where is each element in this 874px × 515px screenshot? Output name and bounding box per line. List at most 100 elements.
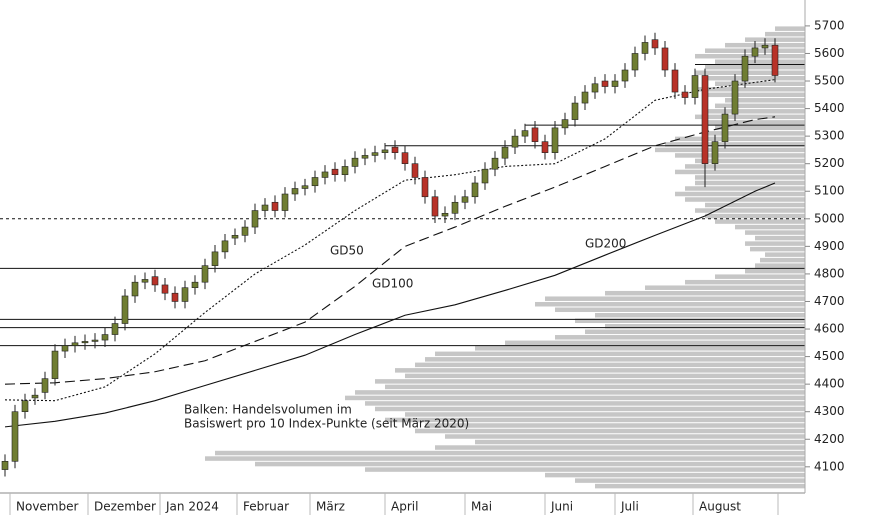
candle-body bbox=[71, 342, 79, 346]
candle-body bbox=[741, 55, 749, 82]
candle-body bbox=[451, 201, 459, 214]
volume-bar bbox=[595, 312, 805, 318]
volume-bar bbox=[375, 406, 805, 412]
volume-bar bbox=[695, 208, 805, 213]
x-tick-label: April bbox=[391, 500, 418, 514]
volume-bar bbox=[755, 263, 805, 268]
volume-bar bbox=[205, 456, 805, 461]
volume-bar bbox=[775, 26, 805, 31]
candle-body bbox=[691, 75, 699, 98]
volume-bar bbox=[725, 98, 805, 103]
candle-body bbox=[631, 53, 639, 71]
candle-body bbox=[91, 339, 99, 342]
volume-bar bbox=[405, 373, 805, 379]
volume-bar bbox=[545, 296, 805, 301]
y-tick-label: 5100 bbox=[814, 184, 845, 198]
candle-body bbox=[21, 400, 29, 413]
candle-body bbox=[61, 345, 69, 352]
volume-bar bbox=[385, 417, 805, 423]
volume-bar bbox=[605, 324, 805, 329]
volume-bar bbox=[685, 197, 805, 202]
x-tick-label: August bbox=[699, 500, 741, 514]
volume-bar bbox=[585, 329, 805, 335]
volume-bar bbox=[695, 70, 805, 76]
candle-body bbox=[411, 163, 419, 178]
candle-body bbox=[321, 171, 329, 178]
candle-body bbox=[721, 113, 729, 142]
candle-body bbox=[151, 276, 159, 286]
candle-body bbox=[561, 119, 569, 129]
candle-body bbox=[141, 279, 149, 283]
volume-bar bbox=[575, 478, 805, 483]
candle-body bbox=[461, 196, 469, 203]
moving-average bbox=[4, 79, 776, 402]
candle-body bbox=[341, 166, 349, 176]
y-tick-label: 5300 bbox=[814, 129, 845, 143]
x-tick-label: Juli bbox=[620, 500, 639, 514]
x-tick-label: März bbox=[316, 500, 345, 514]
volume-bar bbox=[575, 318, 805, 324]
volume-bar bbox=[715, 219, 805, 224]
x-tick-label: Juni bbox=[550, 500, 573, 514]
volume-bar bbox=[345, 395, 805, 401]
candle-body bbox=[551, 127, 559, 153]
volume-bar bbox=[675, 169, 805, 175]
candle-body bbox=[161, 284, 169, 294]
candle-body bbox=[291, 188, 299, 195]
moving-average bbox=[4, 182, 776, 428]
volume-bar bbox=[760, 257, 805, 263]
volume-bar bbox=[765, 252, 805, 257]
candle-body bbox=[571, 102, 579, 120]
annotation: Balken: Handelsvolumen im bbox=[184, 403, 352, 417]
candle-body bbox=[751, 47, 759, 57]
candle-body bbox=[351, 157, 359, 167]
candle-body bbox=[391, 146, 399, 153]
x-tick-label: Februar bbox=[243, 500, 289, 514]
candle-body bbox=[591, 83, 599, 93]
candle-body bbox=[471, 182, 479, 198]
volume-bar bbox=[695, 87, 805, 92]
candle-body bbox=[301, 185, 309, 189]
volume-bar bbox=[755, 235, 805, 241]
volume-bar bbox=[715, 81, 805, 87]
candle-body bbox=[231, 235, 239, 239]
volume-bar bbox=[555, 335, 805, 340]
candle-body bbox=[501, 146, 509, 159]
candle-body bbox=[1, 461, 9, 470]
ma-label: GD200 bbox=[585, 237, 626, 251]
candle-body bbox=[421, 177, 429, 198]
volume-bar bbox=[695, 53, 805, 59]
candle-body bbox=[661, 47, 669, 71]
volume-bar bbox=[375, 379, 805, 384]
candle-body bbox=[31, 394, 39, 399]
candle-body bbox=[371, 152, 379, 156]
volume-bar bbox=[555, 307, 805, 312]
volume-bar bbox=[535, 301, 805, 307]
volume-bar bbox=[605, 290, 805, 296]
volume-bar bbox=[475, 346, 805, 351]
candle-body bbox=[531, 127, 539, 142]
volume-bar bbox=[695, 158, 805, 164]
y-tick-label: 4900 bbox=[814, 239, 845, 253]
volume-bar bbox=[415, 362, 805, 368]
candle-body bbox=[181, 287, 189, 302]
candle-body bbox=[311, 177, 319, 187]
candle-body bbox=[281, 193, 289, 211]
candle-body bbox=[681, 91, 689, 98]
ma-label: GD100 bbox=[372, 277, 413, 291]
volume-bar bbox=[355, 390, 805, 395]
candle-body bbox=[581, 91, 589, 104]
candle-body bbox=[251, 210, 259, 228]
candle-body bbox=[221, 240, 229, 253]
y-tick-label: 4800 bbox=[814, 266, 845, 280]
volume-bar bbox=[675, 136, 805, 142]
candle-body bbox=[271, 201, 279, 211]
y-tick-label: 4400 bbox=[814, 377, 845, 391]
candle-body bbox=[641, 42, 649, 54]
volume-bar bbox=[505, 340, 805, 346]
candle-body bbox=[511, 135, 519, 148]
candle-body bbox=[651, 39, 659, 49]
volume-bar bbox=[705, 64, 805, 70]
annotation: Basiswert pro 10 Index-Punkte (seit März… bbox=[184, 417, 469, 431]
